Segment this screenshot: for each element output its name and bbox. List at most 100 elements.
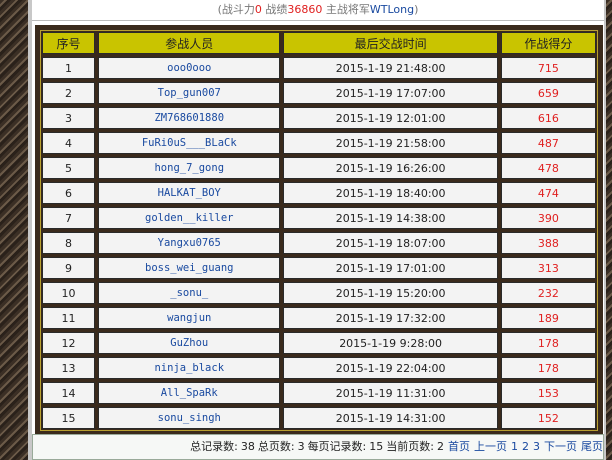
- page-link[interactable]: 2: [522, 440, 529, 453]
- table-row: 1 ooo0ooo 2015-1-19 21:48:00 715: [42, 57, 596, 79]
- player-name: golden__killer: [98, 207, 281, 229]
- rank: 11: [42, 307, 96, 329]
- score: 178: [500, 357, 596, 379]
- ranking-table: 序号 参战人员 最后交战时间 作战得分 1 ooo0ooo 2015-1-19 21:48…: [39, 29, 599, 432]
- table-row: 5 hong_7_gong 2015-1-19 16:26:00 478: [42, 157, 596, 179]
- battle-time: 2015-1-19 17:07:00: [283, 82, 498, 104]
- player-name: hong_7_gong: [98, 157, 281, 179]
- table-row: 7 golden__killer 2015-1-19 14:38:00 390: [42, 207, 596, 229]
- battle-time: 2015-1-19 22:04:00: [283, 357, 498, 379]
- score: 232: [500, 282, 596, 304]
- rank: 5: [42, 157, 96, 179]
- score: 715: [500, 57, 596, 79]
- label: (战斗力: [217, 3, 255, 16]
- rank: 6: [42, 182, 96, 204]
- rank: 8: [42, 232, 96, 254]
- score: 178: [500, 332, 596, 354]
- player-name: boss_wei_guang: [98, 257, 281, 279]
- column-header: 序号: [42, 32, 96, 54]
- table-row: 14 All_SpaRk 2015-1-19 11:31:00 153: [42, 382, 596, 404]
- battle-time: 2015-1-19 21:58:00: [283, 132, 498, 154]
- rank: 10: [42, 282, 96, 304]
- pager: 总记录数: 38 总页数: 3 每页记录数: 15 当前页数: 2 首页 上一页 1 2 3 下一页 尾页: [32, 434, 604, 460]
- table-row: 9 boss_wei_guang 2015-1-19 17:01:00 313: [42, 257, 596, 279]
- page-link[interactable]: 下一页: [544, 440, 577, 453]
- page-link[interactable]: 1: [511, 440, 518, 453]
- label: ): [414, 3, 419, 16]
- stat-value: 2: [437, 440, 444, 453]
- battle-time: 2015-1-19 18:07:00: [283, 232, 498, 254]
- rank: 2: [42, 82, 96, 104]
- column-header: 最后交战时间: [283, 32, 498, 54]
- table-row: 15 sonu_singh 2015-1-19 14:31:00 152: [42, 407, 596, 429]
- player-name: Yangxu0765: [98, 232, 281, 254]
- battle-time: 2015-1-19 14:38:00: [283, 207, 498, 229]
- score: 487: [500, 132, 596, 154]
- value: 0: [254, 3, 262, 16]
- score: 189: [500, 307, 596, 329]
- stat-label: 总记录数:: [190, 440, 238, 453]
- stat-value: 15: [369, 440, 384, 453]
- player-name: ZM768601880: [98, 107, 281, 129]
- rank: 14: [42, 382, 96, 404]
- rank: 9: [42, 257, 96, 279]
- battle-time: 2015-1-19 21:48:00: [283, 57, 498, 79]
- stat-label: 总页数:: [257, 440, 295, 453]
- column-header: 作战得分: [500, 32, 596, 54]
- label: 战绩: [265, 3, 288, 16]
- score: 388: [500, 232, 596, 254]
- rank: 4: [42, 132, 96, 154]
- table-row: 12 GuZhou 2015-1-19 9:28:00 178: [42, 332, 596, 354]
- battle-time: 2015-1-19 14:31:00: [283, 407, 498, 429]
- table-row: 10 _sonu_ 2015-1-19 15:20:00 232: [42, 282, 596, 304]
- score: 152: [500, 407, 596, 429]
- score: 474: [500, 182, 596, 204]
- table-row: 13 ninja_black 2015-1-19 22:04:00 178: [42, 357, 596, 379]
- player-name: sonu_singh: [98, 407, 281, 429]
- table-frame: 序号 参战人员 最后交战时间 作战得分 1 ooo0ooo 2015-1-19 21:48…: [35, 25, 603, 436]
- battle-time: 2015-1-19 18:40:00: [283, 182, 498, 204]
- player-name: _sonu_: [98, 282, 281, 304]
- table-row: 3 ZM768601880 2015-1-19 12:01:00 616: [42, 107, 596, 129]
- player-name: ooo0ooo: [98, 57, 281, 79]
- rank: 12: [42, 332, 96, 354]
- stat-value: 3: [297, 440, 305, 453]
- score: 313: [500, 257, 596, 279]
- page-link[interactable]: 上一页: [474, 440, 507, 453]
- player-name: wangjun: [98, 307, 281, 329]
- rank: 1: [42, 57, 96, 79]
- status-bar: (战斗力0 战绩36860 主战将军WTLong): [32, 0, 604, 21]
- player-name: ninja_black: [98, 357, 281, 379]
- column-header: 参战人员: [98, 32, 281, 54]
- player-name: Top_gun007: [98, 82, 281, 104]
- header-row: 序号 参战人员 最后交战时间 作战得分: [42, 32, 596, 54]
- page-link[interactable]: 尾页: [581, 440, 603, 453]
- battle-time: 2015-1-19 12:01:00: [283, 107, 498, 129]
- battle-time: 2015-1-19 17:01:00: [283, 257, 498, 279]
- value: WTLong: [369, 3, 415, 16]
- score: 153: [500, 382, 596, 404]
- battle-time: 2015-1-19 11:31:00: [283, 382, 498, 404]
- right-border: [604, 0, 612, 460]
- rank: 7: [42, 207, 96, 229]
- table-row: 4 FuRi0uS___BLaCk 2015-1-19 21:58:00 487: [42, 132, 596, 154]
- table-row: 11 wangjun 2015-1-19 17:32:00 189: [42, 307, 596, 329]
- stat-label: 每页记录数:: [307, 440, 367, 453]
- player-name: FuRi0uS___BLaCk: [98, 132, 281, 154]
- page-link[interactable]: 首页: [448, 440, 470, 453]
- page-link[interactable]: 3: [533, 440, 540, 453]
- table-row: 6 HALKAT_BOY 2015-1-19 18:40:00 474: [42, 182, 596, 204]
- rank: 3: [42, 107, 96, 129]
- battle-time: 2015-1-19 15:20:00: [283, 282, 498, 304]
- score: 478: [500, 157, 596, 179]
- left-border: [0, 0, 32, 460]
- stat-label: 当前页数:: [386, 440, 434, 453]
- table-row: 2 Top_gun007 2015-1-19 17:07:00 659: [42, 82, 596, 104]
- battle-time: 2015-1-19 16:26:00: [283, 157, 498, 179]
- player-name: HALKAT_BOY: [98, 182, 281, 204]
- score: 659: [500, 82, 596, 104]
- label: 主战将军: [325, 3, 370, 16]
- player-name: All_SpaRk: [98, 382, 281, 404]
- rank: 13: [42, 357, 96, 379]
